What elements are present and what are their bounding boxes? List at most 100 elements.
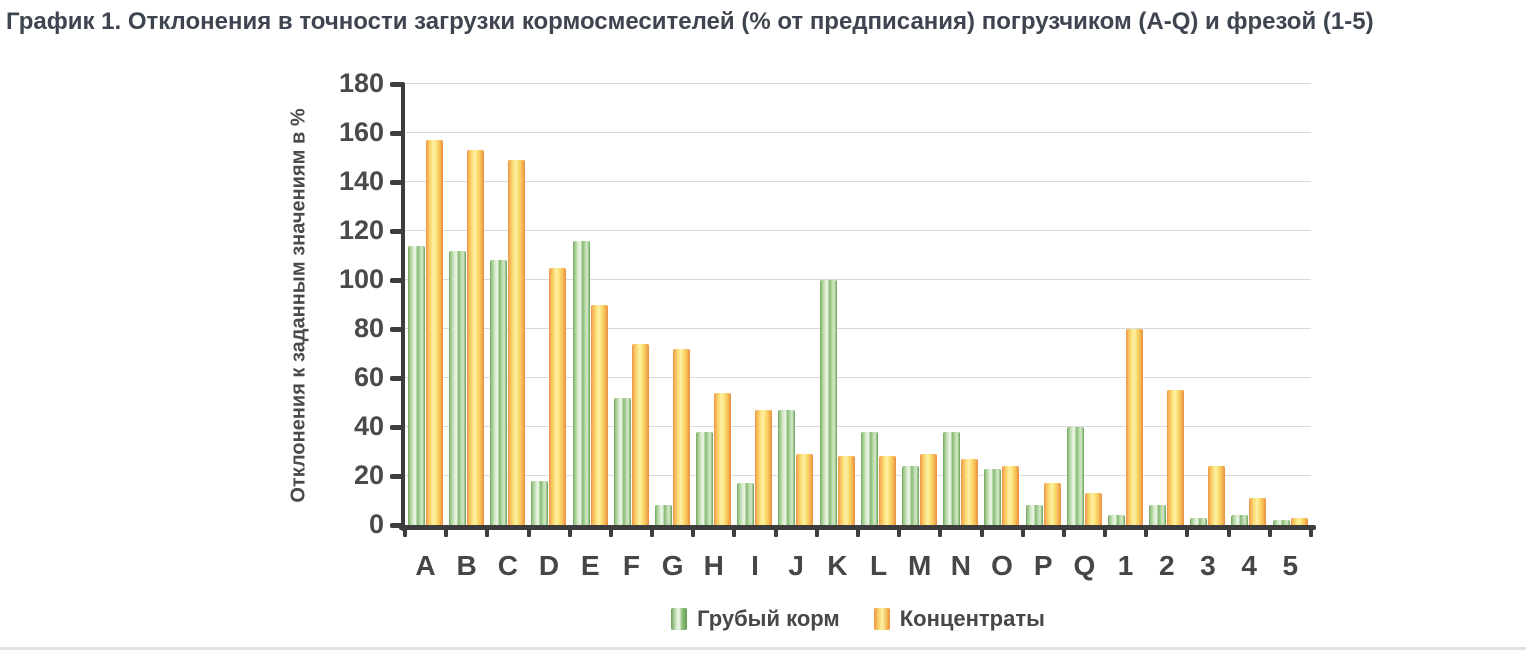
- y-tick-label-140: 140: [338, 166, 384, 196]
- x-axis-tick-12: [897, 528, 902, 537]
- bar-green-E: [572, 240, 590, 525]
- x-axis-tick-21: [1267, 528, 1272, 537]
- x-tick-label-N: N: [950, 550, 971, 581]
- x-tick-label-J: J: [788, 550, 804, 581]
- bar-green-5: [1272, 520, 1290, 525]
- y-tick-120: [390, 229, 403, 234]
- x-tick-label-O: O: [991, 550, 1013, 581]
- gridline-100: [405, 279, 1311, 280]
- x-axis-tick-22: [1309, 528, 1313, 537]
- x-axis-tick-16: [1061, 528, 1066, 537]
- orange-swatch-icon: [873, 608, 890, 630]
- x-axis-tick-11: [856, 528, 860, 537]
- x-tick-label-K: K: [827, 550, 848, 581]
- bar-orange-F: [631, 343, 649, 525]
- x-tick-label-E: E: [580, 550, 600, 581]
- x-axis-tick-17: [1103, 528, 1108, 537]
- y-tick-label-180: 180: [338, 68, 384, 98]
- y-tick-label-40: 40: [353, 411, 384, 441]
- x-tick-label-L: L: [869, 550, 888, 581]
- x-axis-line: [399, 525, 1316, 530]
- x-tick-label-3: 3: [1200, 550, 1216, 581]
- bar-green-O: [984, 468, 1002, 525]
- bar-orange-1: [1125, 329, 1143, 525]
- y-tick-140: [390, 180, 403, 185]
- legend: Грубый корм Концентраты: [405, 606, 1311, 632]
- y-tick-40: [390, 425, 403, 430]
- gridline-120: [405, 230, 1311, 232]
- gridline-20: [405, 475, 1311, 476]
- x-axis-tick-10: [814, 528, 819, 537]
- x-tick-label-B: B: [456, 550, 477, 581]
- bar-green-I: [737, 483, 755, 525]
- y-axis-line: [401, 82, 405, 531]
- x-tick-label-H: H: [703, 550, 724, 581]
- y-tick-label-20: 20: [353, 460, 384, 490]
- bar-orange-M: [919, 453, 937, 525]
- x-tick-label-1: 1: [1117, 550, 1134, 581]
- bar-green-A: [407, 245, 425, 525]
- y-tick-100: [390, 278, 403, 283]
- bar-orange-K: [837, 456, 855, 525]
- x-tick-label-C: C: [497, 550, 518, 581]
- bar-orange-L: [878, 456, 896, 525]
- bar-green-H: [696, 431, 714, 525]
- y-tick-0: [390, 523, 403, 528]
- x-axis-tick-7: [691, 528, 696, 537]
- legend-item-orange: Концентраты: [873, 606, 1045, 632]
- bar-orange-P: [1043, 483, 1061, 525]
- x-axis-tick-13: [938, 528, 943, 537]
- gridline-160: [405, 132, 1311, 133]
- x-axis-tick-1: [444, 528, 449, 537]
- bar-green-L: [860, 431, 878, 525]
- chart-title: График 1. Отклонения в точности загрузки…: [6, 8, 1374, 35]
- bar-green-G: [654, 505, 672, 525]
- y-tick-label-0: 0: [368, 509, 384, 539]
- gridline-60: [405, 377, 1311, 379]
- x-axis-tick-20: [1226, 528, 1231, 537]
- bar-green-P: [1025, 505, 1043, 525]
- bar-orange-I: [755, 409, 773, 525]
- y-tick-label-60: 60: [353, 362, 384, 392]
- x-axis-tick-6: [650, 528, 655, 537]
- legend-label-green: Грубый корм: [697, 606, 840, 631]
- bar-orange-J: [796, 453, 814, 525]
- x-axis-tick-5: [608, 528, 613, 537]
- y-tick-180: [390, 82, 403, 87]
- y-tick-80: [390, 327, 403, 332]
- bar-orange-A: [425, 140, 443, 525]
- gridline-80: [405, 328, 1311, 329]
- gridline-180: [405, 83, 1311, 84]
- y-tick-label-120: 120: [338, 215, 384, 245]
- bar-green-C: [490, 260, 508, 525]
- x-axis-tick-9: [773, 528, 778, 537]
- bar-orange-5: [1290, 517, 1308, 525]
- gridline-140: [405, 181, 1311, 182]
- x-tick-label-D: D: [538, 550, 560, 581]
- bar-orange-E: [590, 304, 608, 525]
- gridline-40: [405, 426, 1311, 427]
- x-axis-tick-2: [485, 528, 490, 537]
- x-tick-label-2: 2: [1158, 550, 1175, 581]
- bar-green-B: [448, 250, 466, 525]
- bar-green-D: [531, 480, 549, 525]
- x-tick-label-Q: Q: [1073, 550, 1096, 581]
- bar-green-Q: [1066, 427, 1084, 525]
- x-tick-label-P: P: [1033, 550, 1053, 581]
- bar-orange-H: [714, 392, 732, 525]
- x-tick-label-I: I: [751, 550, 759, 581]
- bar-green-1: [1107, 515, 1125, 525]
- y-tick-160: [390, 131, 403, 136]
- plot-area: [405, 83, 1311, 525]
- bar-orange-2: [1167, 390, 1185, 525]
- x-axis-tick-8: [732, 528, 737, 537]
- bar-orange-O: [1002, 466, 1020, 525]
- x-tick-label-M: M: [908, 550, 932, 581]
- y-axis-title: Отклонения к заданным значениям в %: [282, 70, 316, 540]
- x-tick-label-F: F: [622, 550, 640, 581]
- y-tick-label-100: 100: [338, 264, 384, 294]
- bar-orange-B: [466, 150, 484, 525]
- bar-green-4: [1231, 515, 1249, 525]
- x-axis-tick-3: [526, 528, 531, 537]
- x-tick-label-A: A: [415, 550, 436, 581]
